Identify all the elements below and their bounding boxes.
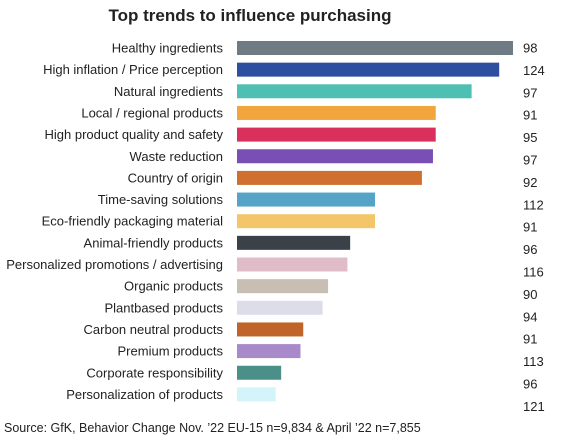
category-label-waste-reduction: Waste reduction: [130, 149, 223, 164]
index-label-carbon-neutral-products: 91: [523, 332, 537, 347]
index-label-eco-friendly-packaging-material: 91: [523, 220, 537, 235]
category-label-natural-ingredients: Natural ingredients: [114, 84, 224, 99]
category-label-personalization-of-products: Personalization of products: [66, 387, 223, 402]
category-label-corporate-responsibility: Corporate responsibility: [86, 365, 223, 380]
category-label-high-product-quality-and-safety: High product quality and safety: [45, 127, 224, 142]
category-label-personalized-promotions-advertising: Personalized promotions / advertising: [6, 257, 223, 272]
index-label-healthy-ingredients: 98: [523, 41, 537, 56]
bar-corporate-responsibility: [237, 365, 282, 380]
index-label-premium-products: 113: [523, 354, 544, 369]
index-label-high-inflation-price-perception: 124: [523, 63, 545, 78]
bar-waste-reduction: [237, 149, 433, 164]
bar-premium-products: [237, 344, 301, 359]
bar-country-of-origin: [237, 170, 422, 185]
index-label-natural-ingredients: 97: [523, 85, 537, 100]
category-label-plantbased-products: Plantbased products: [104, 300, 223, 315]
chart-title: Top trends to influence purchasing: [108, 6, 392, 25]
category-label-eco-friendly-packaging-material: Eco-friendly packaging material: [42, 214, 223, 229]
bar-personalization-of-products: [237, 387, 276, 402]
bar-eco-friendly-packaging-material: [237, 214, 375, 229]
bar-animal-friendly-products: [237, 235, 351, 250]
index-label-plantbased-products: 94: [523, 309, 537, 324]
category-label-premium-products: Premium products: [118, 344, 224, 359]
index-label-local-regional-products: 91: [523, 108, 537, 123]
bar-natural-ingredients: [237, 84, 472, 99]
bar-high-inflation-price-perception: [237, 62, 500, 77]
index-label-high-product-quality-and-safety: 95: [523, 130, 537, 145]
category-label-organic-products: Organic products: [124, 279, 223, 294]
index-label-personalized-promotions-advertising: 116: [523, 265, 544, 280]
index-label-animal-friendly-products: 96: [523, 242, 537, 257]
category-label-country-of-origin: Country of origin: [128, 170, 223, 185]
index-label-corporate-responsibility: 96: [523, 377, 537, 392]
index-label-personalization-of-products: 121: [523, 399, 545, 414]
category-label-animal-friendly-products: Animal-friendly products: [84, 235, 224, 250]
index-label-time-saving-solutions: 112: [523, 197, 544, 212]
bar-plantbased-products: [237, 300, 323, 315]
category-label-healthy-ingredients: Healthy ingredients: [112, 41, 224, 56]
bar-organic-products: [237, 279, 329, 294]
category-label-local-regional-products: Local / regional products: [81, 105, 223, 120]
bar-local-regional-products: [237, 105, 436, 120]
source-note: Source: GfK, Behavior Change Nov. ’22 EU…: [4, 421, 421, 435]
bar-high-product-quality-and-safety: [237, 127, 436, 142]
index-label-country-of-origin: 92: [523, 175, 537, 190]
category-label-high-inflation-price-perception: High inflation / Price perception: [43, 62, 223, 77]
index-label-organic-products: 90: [523, 287, 537, 302]
bar-time-saving-solutions: [237, 192, 375, 207]
category-label-time-saving-solutions: Time-saving solutions: [98, 192, 224, 207]
bar-healthy-ingredients: [237, 41, 513, 55]
index-label-waste-reduction: 97: [523, 153, 537, 168]
category-label-carbon-neutral-products: Carbon neutral products: [84, 322, 224, 337]
bar-personalized-promotions-advertising: [237, 257, 348, 272]
bar-carbon-neutral-products: [237, 322, 304, 337]
